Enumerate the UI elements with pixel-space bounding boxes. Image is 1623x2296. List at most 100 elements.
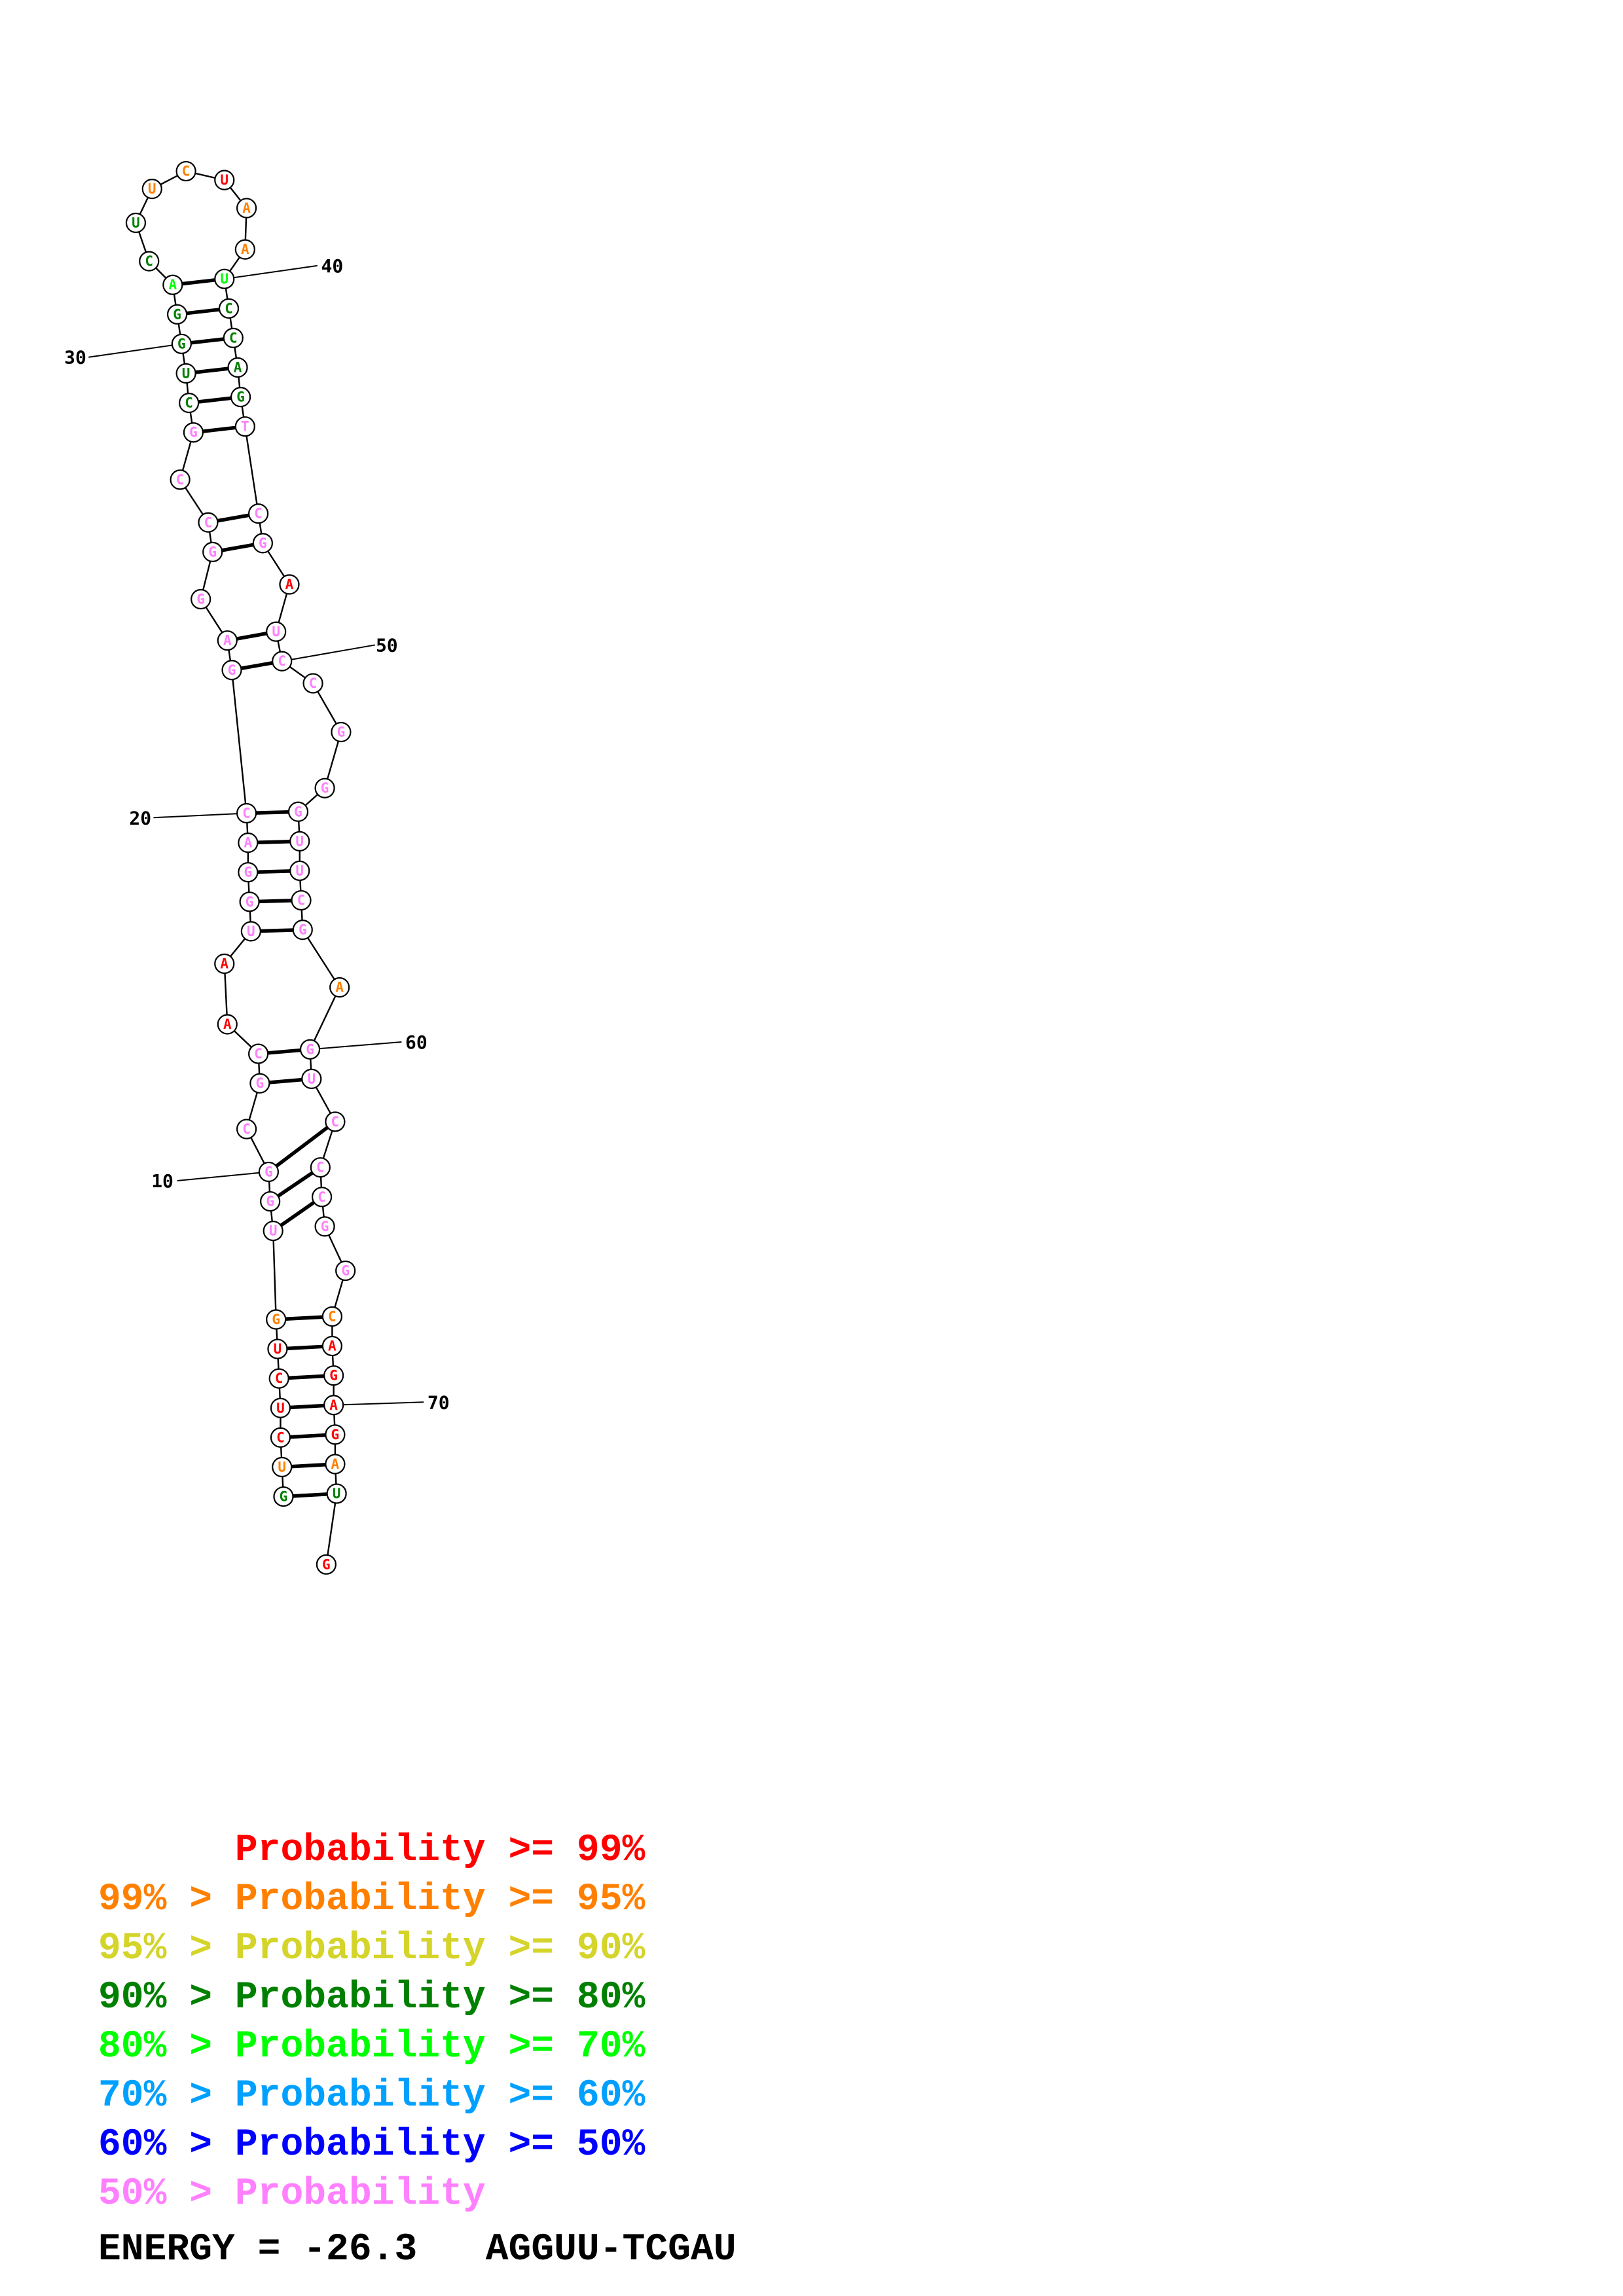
legend-text: Probability >= 80% (234, 1977, 646, 2019)
nucleotide-circle (179, 393, 200, 414)
legend-prefix: 99% > (98, 1878, 235, 1921)
legend-row: 90% > Probability >= 80% (98, 1973, 645, 2022)
nucleotide-circle (325, 1454, 346, 1475)
nucleotide-circle (267, 1338, 288, 1359)
nucleotide: C (325, 1111, 346, 1132)
nucleotide-circle (223, 327, 244, 348)
nucleotide-circle (289, 831, 310, 852)
nucleotide-letter: C (318, 1189, 326, 1205)
nucleotide-letter: C (204, 514, 213, 530)
nucleotide-circle (316, 1554, 337, 1575)
nucleotide: G (292, 920, 313, 941)
position-tick (177, 1171, 269, 1181)
nucleotide: G (191, 588, 211, 610)
nucleotide-circle (311, 1187, 333, 1208)
nucleotide: C (236, 1119, 257, 1139)
nucleotide: C (248, 1043, 269, 1064)
backbone-segment (302, 929, 340, 988)
nucleotide: C (175, 160, 196, 182)
position-label: 20 (129, 807, 151, 829)
nucleotide-letter: A (223, 633, 232, 649)
nucleotide: G (323, 1365, 344, 1386)
nucleotide-letter: T (241, 419, 249, 435)
nucleotide: C (272, 651, 293, 672)
nucleotide-circle (183, 422, 204, 443)
nucleotide-circle (266, 621, 287, 642)
nucleotide-circle (236, 1119, 257, 1139)
nucleotide-circle (249, 1073, 270, 1094)
nucleotide-letter: G (173, 306, 181, 322)
nucleotide-circle (170, 469, 191, 490)
nucleotide: G (183, 422, 204, 443)
nucleotide: A (162, 274, 183, 295)
nucleotide-letter: C (242, 806, 251, 821)
nucleotide-circle (279, 574, 300, 595)
nucleotide-letter: U (278, 1459, 286, 1475)
nucleotide-letter: A (285, 577, 294, 592)
nucleotide-circle (198, 512, 219, 533)
nucleotide-letter: G (256, 1075, 264, 1091)
nucleotide: U (214, 268, 235, 289)
nucleotide-circle (325, 1111, 346, 1132)
nucleotide-letter: U (182, 366, 191, 382)
nucleotide: A (227, 357, 248, 378)
nucleotide-letter: A (331, 1456, 340, 1472)
nucleotide-letter: C (275, 1371, 283, 1386)
nucleotide-letter: C (328, 1308, 337, 1324)
legend-prefix: 80% > (98, 2026, 235, 2068)
nucleotide-circle (289, 860, 310, 882)
legend-text: Probability >= 60% (234, 2075, 646, 2117)
nucleotide: C (218, 298, 240, 319)
legend-prefix: 60% > (98, 2124, 235, 2166)
nucleotide-circle (236, 198, 257, 219)
legend-row: 50% > Probability (98, 2170, 645, 2219)
nucleotide-letter: U (295, 833, 304, 849)
nucleotide-letter: U (148, 181, 156, 197)
nucleotide: G (314, 778, 335, 798)
nucleotide-letter: G (299, 922, 307, 938)
nucleotide-circle (191, 588, 211, 610)
nucleotide-letter: G (321, 780, 329, 796)
nucleotide: U (270, 1397, 291, 1418)
nucleotide-letter: C (229, 330, 238, 346)
nucleotide: C (248, 503, 269, 524)
nucleotide-letter: G (341, 1263, 350, 1279)
nucleotide-circle (323, 1395, 344, 1416)
nucleotide-circle (167, 304, 188, 325)
energy-line: ENERGY = -26.3 AGGUU-TCGAU (98, 2229, 737, 2271)
nucleotide-letter: A (244, 835, 253, 851)
nucleotide: G (266, 1309, 287, 1330)
nucleotide: G (258, 1161, 280, 1183)
nucleotide-letter: G (177, 336, 186, 351)
nucleotide-letter: G (266, 1194, 274, 1210)
nucleotide: U (267, 1338, 288, 1359)
nucleotide: U (301, 1068, 322, 1090)
nucleotide: A (279, 574, 300, 595)
nucleotide-circle (238, 862, 259, 883)
nucleotide-circle (270, 1397, 291, 1418)
nucleotide-letter: A (329, 1397, 338, 1413)
nucleotide-circle (162, 274, 183, 295)
nucleotide: U (240, 921, 261, 942)
nucleotide: G (230, 386, 251, 408)
position-tick (282, 644, 375, 662)
nucleotide-letter: A (223, 1016, 232, 1032)
nucleotide-letter: G (259, 535, 267, 551)
nucleotide-circle (292, 920, 313, 941)
nucleotide-circle (266, 1309, 287, 1330)
legend-row: 99% > Probability >= 95% (98, 1875, 645, 1924)
nucleotide-circle (214, 953, 235, 975)
nucleotide-letter: A (234, 359, 242, 375)
nucleotide-circle (321, 1335, 342, 1357)
nucleotide-circle (238, 833, 259, 853)
nucleotide-letter: C (225, 300, 233, 316)
nucleotide-letter: U (269, 1223, 278, 1239)
nucleotide-letter: A (241, 242, 249, 257)
nucleotide-circle (214, 268, 235, 289)
nucleotide-letter: G (236, 389, 245, 405)
nucleotide: C (198, 512, 219, 533)
nucleotide-circle (236, 802, 257, 824)
nucleotide: G (167, 304, 188, 325)
position-tick (224, 264, 318, 280)
nucleotide-letter: G (331, 1427, 340, 1443)
